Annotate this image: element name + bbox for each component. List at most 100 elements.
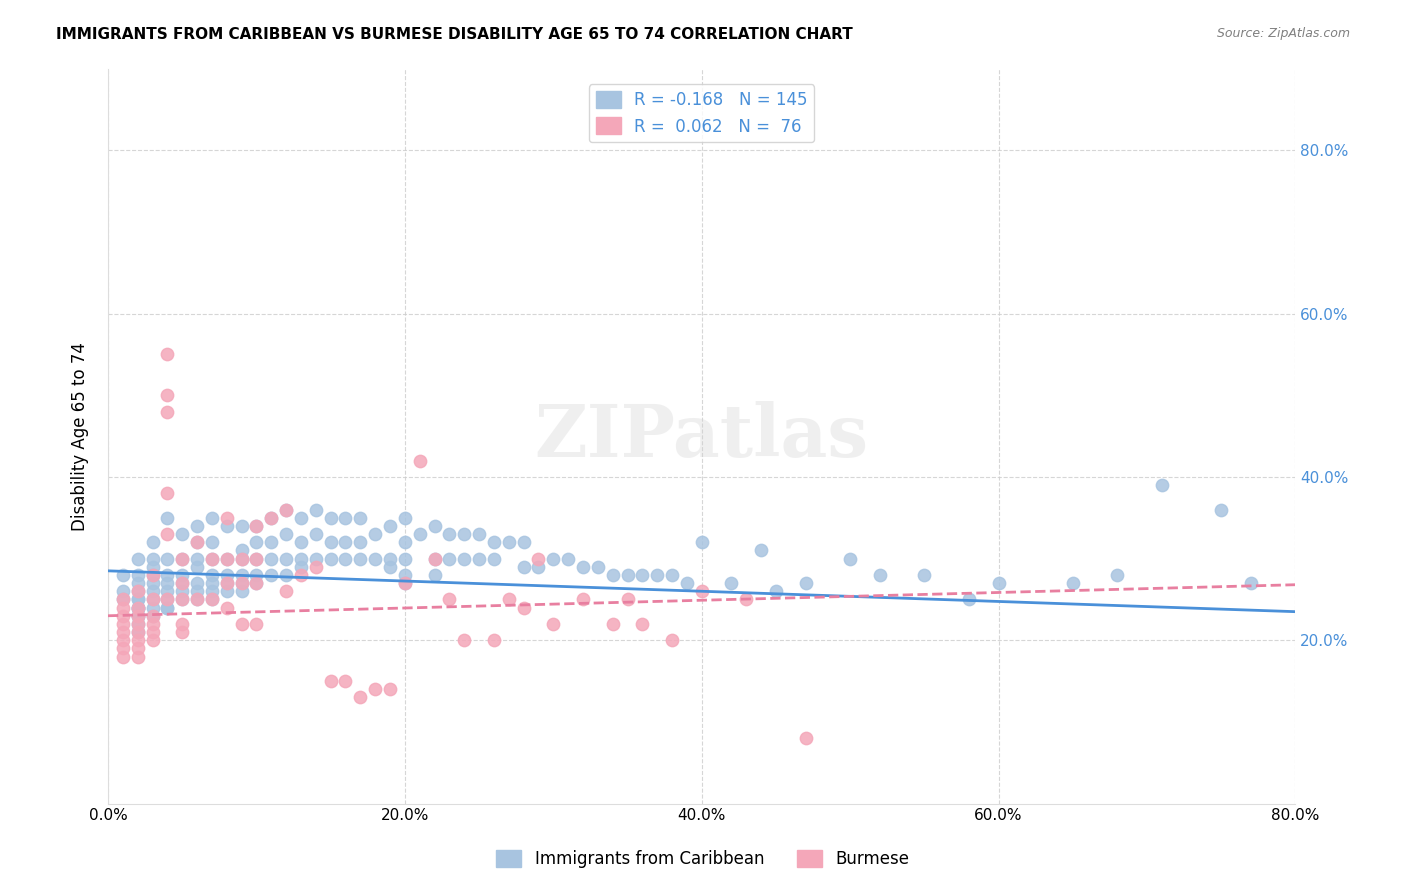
Point: [127, 584, 149, 599]
Point: [869, 568, 891, 582]
Point: [215, 584, 238, 599]
Point: [186, 551, 208, 566]
Point: [201, 510, 224, 524]
Point: [127, 641, 149, 656]
Point: [156, 510, 179, 524]
Point: [1240, 576, 1263, 591]
Point: [172, 584, 194, 599]
Text: ZIPatlas: ZIPatlas: [534, 401, 869, 472]
Point: [127, 616, 149, 631]
Point: [201, 551, 224, 566]
Point: [409, 453, 432, 467]
Point: [156, 592, 179, 607]
Point: [274, 584, 297, 599]
Point: [127, 584, 149, 599]
Point: [245, 551, 267, 566]
Point: [186, 535, 208, 549]
Point: [245, 535, 267, 549]
Point: [335, 535, 357, 549]
Point: [201, 568, 224, 582]
Point: [127, 600, 149, 615]
Point: [127, 608, 149, 623]
Point: [231, 616, 253, 631]
Point: [215, 519, 238, 533]
Point: [156, 551, 179, 566]
Point: [749, 543, 772, 558]
Point: [586, 559, 609, 574]
Point: [794, 576, 817, 591]
Point: [572, 592, 595, 607]
Point: [141, 625, 163, 640]
Point: [111, 641, 134, 656]
Point: [111, 568, 134, 582]
Point: [141, 559, 163, 574]
Point: [141, 592, 163, 607]
Point: [186, 592, 208, 607]
Point: [378, 559, 401, 574]
Point: [245, 551, 267, 566]
Point: [735, 592, 758, 607]
Point: [378, 519, 401, 533]
Point: [245, 576, 267, 591]
Point: [616, 568, 638, 582]
Point: [141, 535, 163, 549]
Point: [156, 592, 179, 607]
Point: [111, 592, 134, 607]
Point: [631, 616, 654, 631]
Point: [156, 347, 179, 361]
Point: [676, 576, 699, 591]
Point: [616, 592, 638, 607]
Point: [527, 559, 550, 574]
Point: [201, 535, 224, 549]
Point: [215, 576, 238, 591]
Point: [260, 568, 283, 582]
Point: [468, 527, 491, 541]
Point: [111, 592, 134, 607]
Point: [378, 682, 401, 697]
Point: [172, 527, 194, 541]
Point: [127, 649, 149, 664]
Point: [274, 568, 297, 582]
Point: [378, 551, 401, 566]
Point: [364, 551, 387, 566]
Point: [172, 551, 194, 566]
Point: [111, 633, 134, 648]
Point: [260, 535, 283, 549]
Point: [987, 576, 1010, 591]
Point: [1150, 478, 1173, 492]
Point: [527, 551, 550, 566]
Point: [141, 592, 163, 607]
Point: [231, 543, 253, 558]
Point: [765, 584, 787, 599]
Point: [423, 551, 446, 566]
Point: [394, 551, 416, 566]
Point: [111, 600, 134, 615]
Point: [245, 576, 267, 591]
Point: [172, 616, 194, 631]
Point: [453, 633, 475, 648]
Point: [127, 551, 149, 566]
Point: [394, 510, 416, 524]
Point: [215, 551, 238, 566]
Point: [690, 535, 713, 549]
Point: [111, 616, 134, 631]
Point: [305, 559, 328, 574]
Point: [1107, 568, 1129, 582]
Point: [156, 568, 179, 582]
Point: [274, 527, 297, 541]
Point: [661, 568, 683, 582]
Point: [186, 584, 208, 599]
Point: [439, 527, 461, 541]
Point: [274, 502, 297, 516]
Point: [172, 576, 194, 591]
Point: [127, 592, 149, 607]
Point: [156, 576, 179, 591]
Point: [215, 600, 238, 615]
Point: [394, 535, 416, 549]
Point: [453, 527, 475, 541]
Legend: R = -0.168   N = 145, R =  0.062   N =  76: R = -0.168 N = 145, R = 0.062 N = 76: [589, 84, 814, 142]
Point: [543, 616, 565, 631]
Point: [215, 510, 238, 524]
Point: [186, 576, 208, 591]
Point: [231, 576, 253, 591]
